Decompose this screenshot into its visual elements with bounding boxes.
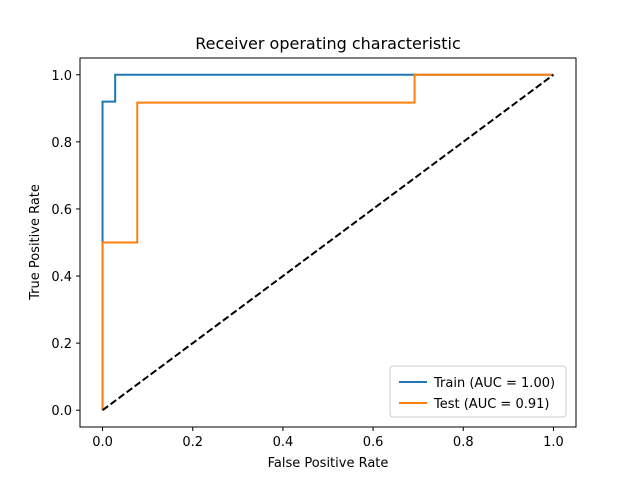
legend-item-test: Test (AUC = 0.91) <box>399 397 549 412</box>
y-tick-label: 0.6 <box>51 203 72 218</box>
legend: Train (AUC = 1.00) Test (AUC = 0.91) <box>389 365 567 418</box>
x-tick-label: 0.0 <box>92 435 113 450</box>
legend-item-train: Train (AUC = 1.00) <box>399 376 555 391</box>
legend-label: Train (AUC = 1.00) <box>433 376 555 391</box>
x-axis-ticks: 0.0 0.2 0.4 0.6 0.8 1.0 <box>92 427 564 450</box>
x-tick-label: 0.2 <box>182 435 203 450</box>
x-axis-label: False Positive Rate <box>268 456 389 471</box>
plot-lines <box>101 73 555 412</box>
x-tick-label: 0.6 <box>363 435 384 450</box>
x-tick-label: 0.4 <box>273 435 294 450</box>
y-axis-label: True Positive Rate <box>28 184 43 301</box>
chart-title: Receiver operating characteristic <box>195 34 461 53</box>
y-tick-label: 0.0 <box>51 404 72 419</box>
legend-label: Test (AUC = 0.91) <box>433 397 549 412</box>
train-roc-line <box>101 73 554 411</box>
x-tick-label: 0.8 <box>453 435 474 450</box>
test-roc-line <box>101 73 554 411</box>
y-tick-label: 0.2 <box>51 337 72 352</box>
chance-diagonal-line <box>101 73 555 412</box>
y-tick-label: 1.0 <box>51 69 72 84</box>
x-tick-label: 1.0 <box>543 435 564 450</box>
y-tick-label: 0.8 <box>51 136 72 151</box>
y-tick-label: 0.4 <box>51 270 72 285</box>
axes-frame <box>79 57 577 428</box>
legend-box <box>389 365 567 418</box>
y-axis-ticks: 0.0 0.2 0.4 0.6 0.8 1.0 <box>51 69 80 419</box>
